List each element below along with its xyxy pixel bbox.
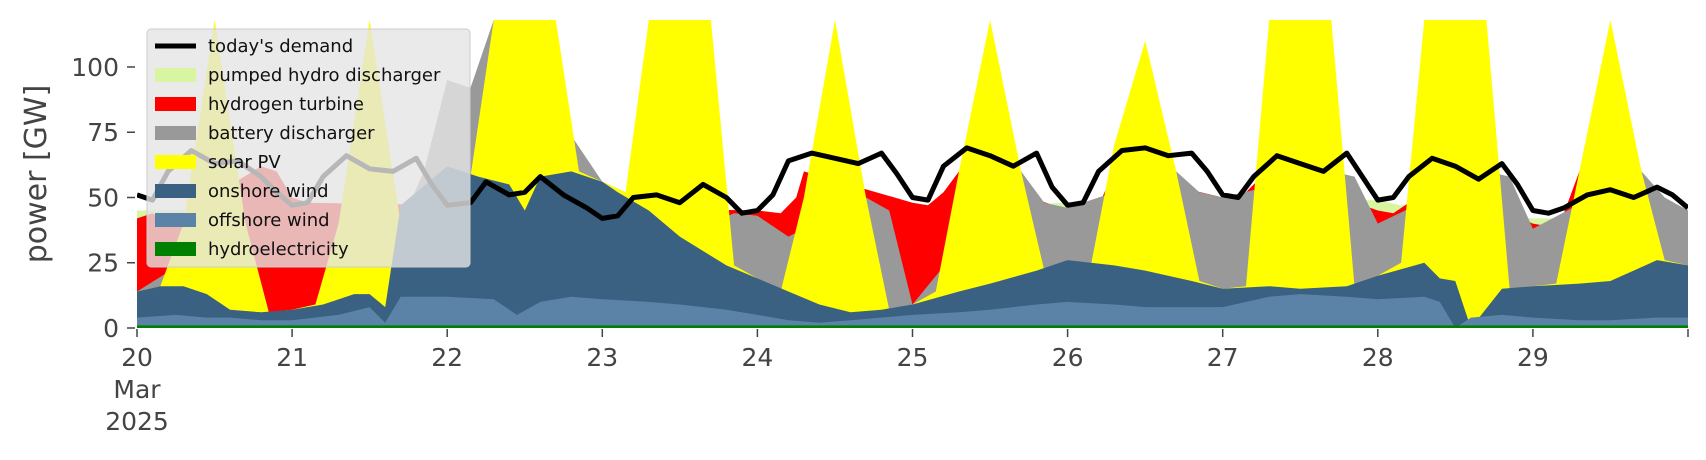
x-tick-label: 21 — [276, 343, 308, 372]
legend-label-battery-discharger: battery discharger — [208, 123, 375, 144]
area-hydroelectricity — [137, 325, 1688, 328]
legend: today's demand pumped hydro discharger hyd… — [146, 28, 471, 268]
legend-swatch-pumped-hydro-discharger — [155, 68, 196, 82]
y-tick-label: 75 — [87, 118, 119, 147]
x-tick-label: 28 — [1362, 343, 1394, 372]
x-tick-label: 24 — [741, 343, 773, 372]
x-tick-label: 20 Mar 2025 — [105, 343, 169, 436]
legend-swatch-solar-pv — [155, 155, 196, 169]
area-offshore-wind — [137, 294, 1688, 328]
legend-label-onshore-wind: onshore wind — [208, 181, 329, 202]
legend-label-solar-pv: solar PV — [208, 152, 281, 173]
legend-label-offshore-wind: offshore wind — [208, 210, 330, 231]
y-axis-label-group: power [GW] — [19, 85, 54, 264]
y-tick-label: 25 — [87, 249, 119, 278]
x-tick-label: 22 — [431, 343, 463, 372]
y-axis-label: power [GW] — [19, 85, 54, 264]
legend-swatch-hydrogen-turbine — [155, 97, 196, 111]
x-tick-label: 27 — [1207, 343, 1239, 372]
x-tick-label: 26 — [1052, 343, 1084, 372]
y-tick-label: 100 — [71, 53, 119, 82]
x-tick-label: 29 — [1517, 343, 1549, 372]
legend-swatch-offshore-wind — [155, 213, 196, 227]
legend-label-today-s-demand: today's demand — [208, 36, 353, 57]
axes: 0 25 50 75 100 20 Mar 2025 21 22 23 24 25 26 27 28 29 — [71, 53, 1689, 436]
legend-label-hydroelectricity: hydroelectricity — [208, 239, 349, 260]
x-tick-label: 25 — [897, 343, 929, 372]
legend-box — [146, 28, 471, 268]
legend-label-pumped-hydro-discharger: pumped hydro discharger — [208, 65, 441, 86]
y-tick-label: 0 — [103, 314, 119, 343]
area-onshore-wind — [137, 166, 1688, 328]
x-tick-label: 23 — [586, 343, 618, 372]
y-tick-label: 50 — [87, 183, 119, 212]
legend-swatch-onshore-wind — [155, 184, 196, 198]
legend-swatch-battery-discharger — [155, 126, 196, 140]
legend-label-hydrogen-turbine: hydrogen turbine — [208, 94, 364, 115]
legend-swatch-hydroelectricity — [155, 242, 196, 256]
stacked-areas — [137, 20, 1688, 328]
